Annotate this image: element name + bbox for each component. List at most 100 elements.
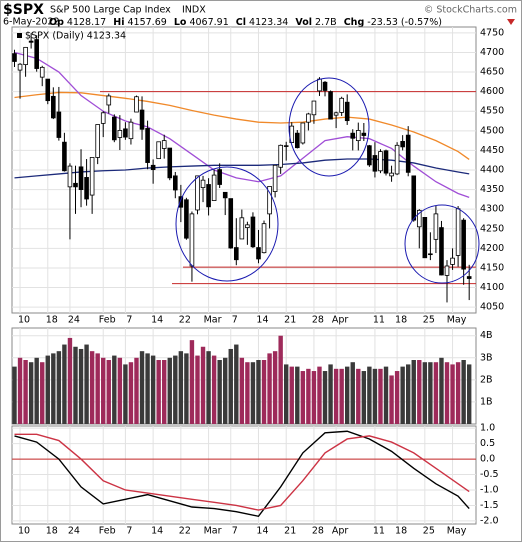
candle-body xyxy=(339,97,344,113)
candle-body xyxy=(100,112,106,124)
volume-bar xyxy=(461,360,466,424)
x-tick-label: 14 xyxy=(256,526,268,537)
volume-bar xyxy=(12,366,17,424)
volume-bar xyxy=(40,362,45,424)
quote-label: Hi xyxy=(113,17,124,28)
candle-body xyxy=(344,101,350,122)
moving-average xyxy=(14,51,470,199)
volume-bar xyxy=(261,360,267,424)
indicator-line xyxy=(14,430,470,518)
x-tick-label: 7 xyxy=(126,526,132,537)
candle-body xyxy=(156,141,161,160)
volume-bar xyxy=(367,366,372,424)
y-tick-label: 4150 xyxy=(480,262,504,273)
quote-value: -23.53 (-0.57%) xyxy=(367,17,442,28)
y-tick-label: 0.0 xyxy=(480,454,495,465)
candle-body xyxy=(245,224,250,228)
x-tick-label: 7 xyxy=(126,315,132,326)
volume-bar xyxy=(112,355,117,424)
y-tick-label: 4550 xyxy=(480,106,504,117)
volume-bar xyxy=(267,353,272,424)
candle-body xyxy=(228,198,234,249)
symbol: $SPX xyxy=(3,2,44,18)
volume-bar xyxy=(433,362,439,424)
volume-bar xyxy=(123,364,128,424)
candle-body xyxy=(84,177,89,200)
x-tick-label: 24 xyxy=(68,526,80,537)
candle-body xyxy=(383,150,389,174)
volume-bar xyxy=(139,351,145,424)
volume-bar xyxy=(372,368,378,424)
candle-body xyxy=(51,95,56,119)
volume-bar xyxy=(206,351,211,424)
x-tick-label: May xyxy=(447,315,467,326)
volume-bar xyxy=(95,353,100,424)
candle-body xyxy=(233,247,239,261)
volume-bar xyxy=(150,355,156,424)
volume-bar xyxy=(106,360,111,424)
candle-body xyxy=(250,216,256,248)
candle-body xyxy=(23,46,28,66)
volume-bar xyxy=(228,348,233,424)
volume-bar xyxy=(422,362,428,424)
candle-body xyxy=(372,155,378,172)
candle-body xyxy=(278,144,283,168)
index-name: S&P 500 Large Cap Index xyxy=(50,5,171,16)
x-tick-label: 18 xyxy=(395,526,407,537)
quote-line: Op 4128.17 Hi 4157.69 Lo 4067.91 Cl 4123… xyxy=(49,17,442,28)
plot-layer: 4050 4100 4150 4200 4250 4300 4350 4400 4450 4500… xyxy=(11,26,504,537)
volume-bar xyxy=(45,355,50,424)
y-tick-label: 4700 xyxy=(480,47,504,58)
candle-body xyxy=(272,164,278,192)
volume-bar xyxy=(345,366,350,424)
candle-body xyxy=(89,157,95,196)
volume-bar xyxy=(23,360,28,424)
x-tick-label: 21 xyxy=(284,526,296,537)
x-tick-label: 11 xyxy=(373,526,385,537)
candle-body xyxy=(195,175,200,211)
candle-body xyxy=(17,63,23,71)
x-tick-label: 7 xyxy=(232,315,238,326)
quote-label: Lo xyxy=(174,17,187,28)
x-tick-label: 28 xyxy=(312,315,324,326)
y-tick-label: 4250 xyxy=(480,223,504,234)
y-tick-label: 4750 xyxy=(480,27,504,38)
volume-bar xyxy=(217,360,222,424)
volume-bar xyxy=(300,371,306,424)
candle-body xyxy=(328,91,333,120)
volume-bar xyxy=(62,344,67,424)
volume-bar xyxy=(117,357,123,424)
volume-bar xyxy=(428,362,433,424)
volume-bar xyxy=(84,344,89,424)
volume-bar xyxy=(272,351,278,424)
y-tick-label: 4300 xyxy=(480,204,504,215)
candle-body xyxy=(389,172,394,177)
candle-body xyxy=(361,132,367,136)
x-tick-label: 18 xyxy=(46,315,58,326)
candle-body xyxy=(206,184,211,208)
quote-value: 4157.69 xyxy=(128,17,167,28)
candle-body xyxy=(123,128,128,138)
candle-body xyxy=(466,276,472,279)
x-tick-label: 14 xyxy=(256,315,268,326)
candle-body xyxy=(112,116,117,141)
candle-body xyxy=(128,121,134,140)
x-tick-label: 21 xyxy=(284,315,296,326)
candle-body xyxy=(56,111,62,138)
volume-bar xyxy=(417,360,422,424)
x-tick-label: 22 xyxy=(179,315,191,326)
volume-bar xyxy=(328,364,333,424)
volume-bar xyxy=(250,362,256,424)
volume-bar xyxy=(400,366,405,424)
volume-bar xyxy=(444,362,450,424)
x-tick-label: 14 xyxy=(151,315,163,326)
x-tick-label: 10 xyxy=(18,315,30,326)
quote-label: Cl xyxy=(236,17,246,28)
volume-bar xyxy=(145,353,150,424)
x-tick-label: 7 xyxy=(232,526,238,537)
candle-body xyxy=(294,132,300,149)
legend-label: $SPX (Daily) 4123.34 xyxy=(25,31,126,42)
volume-bar xyxy=(450,364,455,424)
y-tick-label: 2B xyxy=(480,374,493,385)
